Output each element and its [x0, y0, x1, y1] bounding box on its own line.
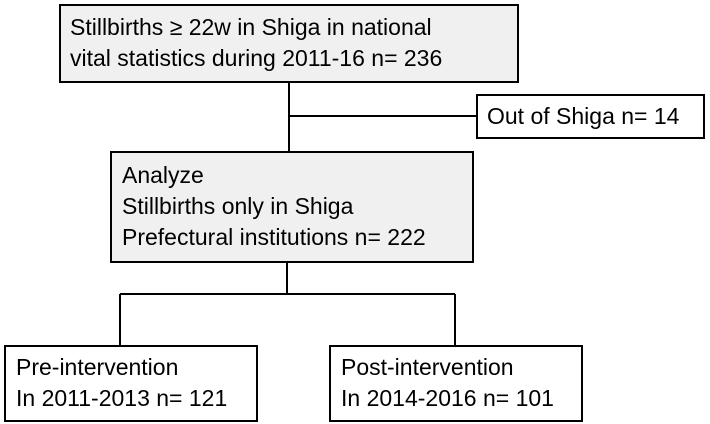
box-post-intervention-line-2: In 2014-2016 n= 101 [341, 385, 554, 411]
box-post-intervention: Post-intervention In 2014-2016 n= 101 [329, 345, 583, 422]
box-analyze-line-1: Analyze [122, 162, 204, 188]
box-analyze-line-3: Prefectural institutions n= 222 [122, 224, 426, 250]
box-pre-intervention: Pre-intervention In 2011-2013 n= 121 [4, 345, 258, 422]
box-out-of-shiga-text: Out of Shiga n= 14 [487, 103, 680, 129]
box-stillbirths-total-line-2: vital statistics during 2011-16 n= 236 [70, 45, 443, 71]
box-post-intervention-line-1: Post-intervention [341, 354, 514, 380]
box-analyze: Analyze Stillbirths only in Shiga Prefec… [110, 151, 474, 263]
box-analyze-line-2: Stillbirths only in Shiga [122, 193, 354, 219]
box-stillbirths-total-line-1: Stillbirths ≥ 22w in Shiga in national [70, 14, 432, 40]
box-out-of-shiga: Out of Shiga n= 14 [476, 94, 705, 139]
box-pre-intervention-line-2: In 2011-2013 n= 121 [16, 385, 228, 411]
box-pre-intervention-line-1: Pre-intervention [16, 354, 179, 380]
box-stillbirths-total: Stillbirths ≥ 22w in Shiga in national v… [59, 4, 519, 83]
